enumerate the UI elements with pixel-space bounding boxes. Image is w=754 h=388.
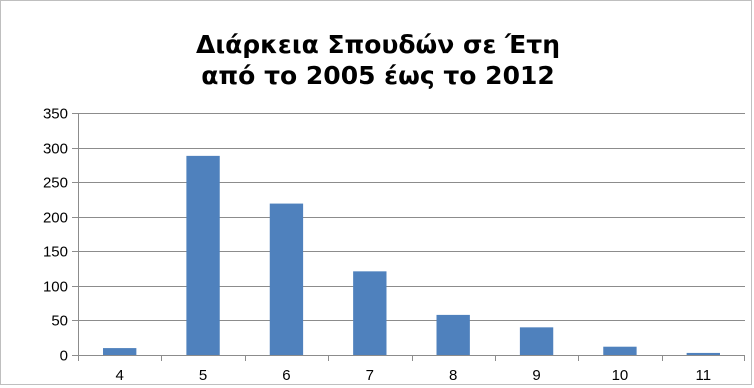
bar-6: [269, 203, 304, 355]
bar-10: [603, 346, 637, 355]
bar-11: [686, 352, 720, 355]
y-tick-label: 0: [60, 348, 68, 365]
chart-title-line-2: από το 2005 έως το 2012: [201, 61, 555, 90]
chart-title-line-1: Διάρκεια Σπουδών σε Έτη: [196, 30, 560, 59]
x-tick-label: 8: [449, 367, 457, 384]
x-tick-label: 5: [199, 367, 207, 384]
y-tick-label: 350: [43, 106, 68, 123]
x-tick-label: 9: [532, 367, 540, 384]
y-tick-label: 300: [43, 141, 68, 158]
bar-4: [103, 348, 137, 355]
x-tick-label: 11: [696, 367, 712, 384]
x-tick-label: 10: [612, 367, 629, 384]
x-tick-label: 6: [282, 367, 290, 384]
y-tick-label: 50: [51, 313, 68, 330]
y-tick-label: 150: [43, 244, 68, 261]
y-tick-label: 250: [43, 175, 68, 192]
bar-7: [353, 271, 387, 355]
y-tick-label: 200: [43, 210, 68, 227]
y-tick-label: 100: [43, 279, 68, 296]
x-tick-label: 4: [116, 367, 124, 384]
bar-9: [519, 327, 554, 355]
x-tick-label: 7: [366, 367, 374, 384]
bar-8: [436, 314, 470, 355]
bar-5: [186, 155, 220, 355]
chart-title: Διάρκεια Σπουδών σε Έτη από το 2005 έως …: [1, 29, 754, 91]
